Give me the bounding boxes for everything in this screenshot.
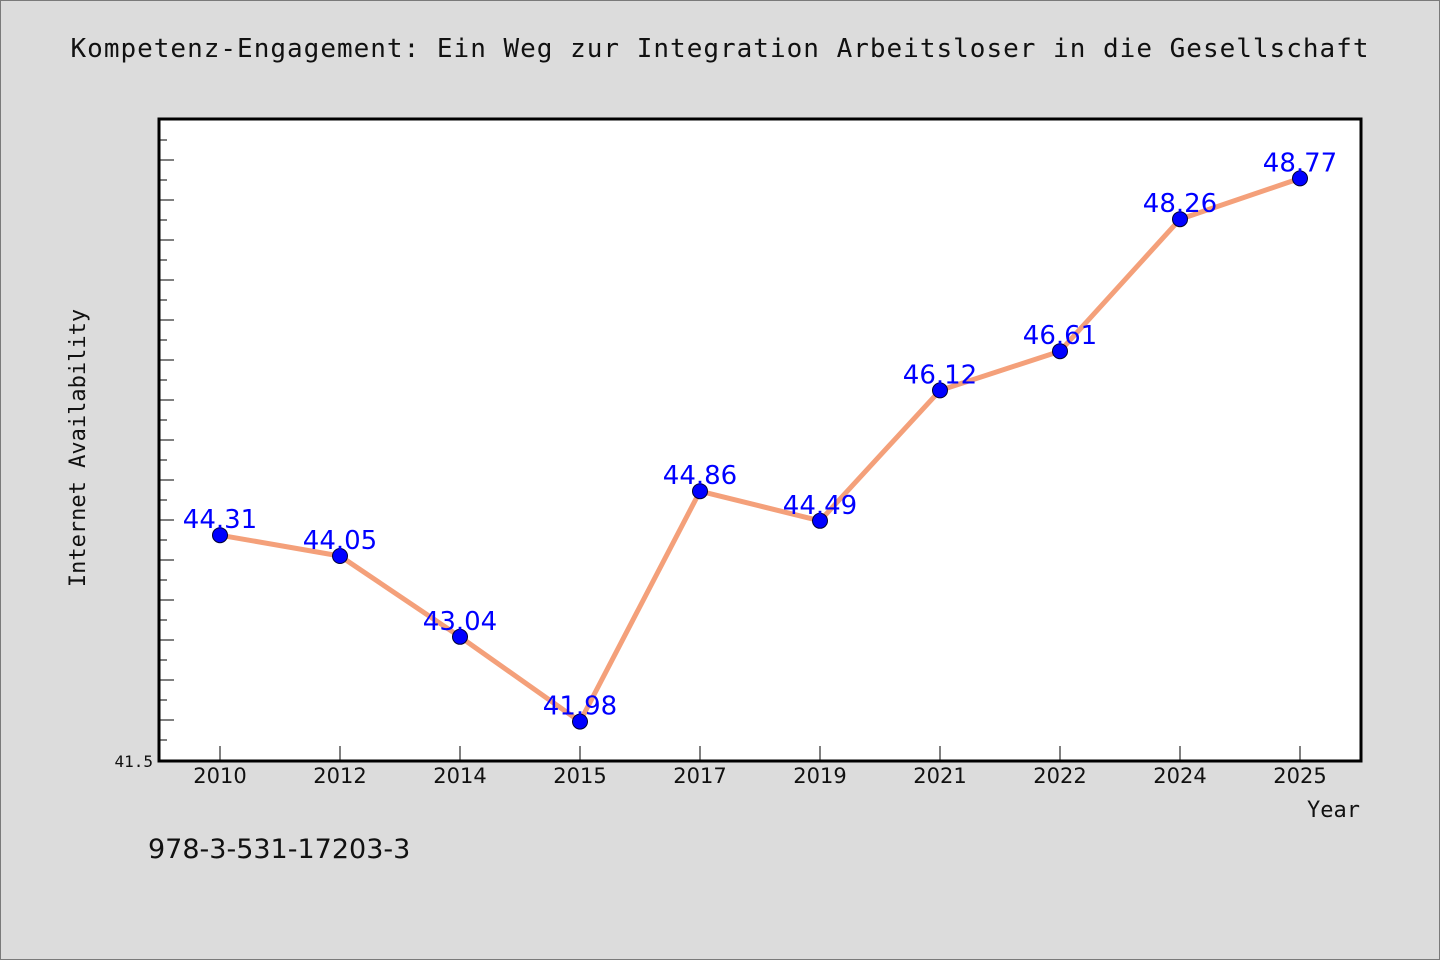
isbn-text: 978-3-531-17203-3 (148, 834, 411, 865)
data-labels: 44.31 44.05 43.04 41.98 44.86 44.49 46.12 46.61… (183, 148, 1337, 721)
x-axis-ticks (219, 746, 1301, 760)
x-tick-label: 2010 (193, 764, 246, 788)
data-label: 46.61 (1023, 321, 1097, 351)
data-label: 41.98 (543, 692, 617, 722)
data-point (932, 382, 948, 399)
x-tick-label: 2014 (433, 764, 486, 788)
y-tick-label: 41.5 (114, 752, 153, 771)
data-point (212, 527, 228, 544)
x-tick-label: 2012 (313, 764, 366, 788)
data-label: 44.31 (183, 505, 257, 535)
data-point (452, 628, 468, 645)
data-label: 48.26 (1143, 189, 1217, 219)
data-point (692, 483, 708, 500)
data-point (332, 548, 348, 564)
data-label: 44.05 (303, 526, 377, 556)
plot-area (157, 117, 1363, 763)
data-label: 44.49 (783, 491, 857, 521)
data-label: 46.12 (903, 360, 977, 390)
y-axis-ticks (160, 119, 174, 761)
data-point (1172, 211, 1188, 228)
x-tick-label: 2017 (673, 764, 726, 788)
series-line (217, 175, 1303, 725)
data-label: 44.86 (663, 461, 737, 491)
data-markers (212, 170, 1308, 730)
chart-title: Kompetenz-Engagement: Ein Weg zur Integr… (70, 34, 1370, 64)
x-tick-label: 2015 (553, 764, 606, 788)
data-point (572, 713, 588, 730)
x-tick-label: 2021 (913, 764, 966, 788)
data-point (1292, 170, 1308, 187)
data-label: 43.04 (423, 607, 497, 637)
x-tick-label: 2022 (1033, 764, 1086, 788)
x-tick-label: 2019 (793, 764, 846, 788)
data-label: 48.77 (1263, 148, 1337, 178)
x-axis-tick-labels: 2010 2012 2014 2015 2017 2019 2021 2022 2024 2025 (193, 764, 1326, 788)
y-axis-label: Internet Availability (66, 309, 91, 587)
x-tick-label: 2025 (1273, 764, 1326, 788)
data-point (1052, 343, 1068, 360)
data-point (812, 512, 828, 529)
x-tick-label: 2024 (1153, 764, 1206, 788)
x-axis-label: Year (1307, 798, 1360, 823)
